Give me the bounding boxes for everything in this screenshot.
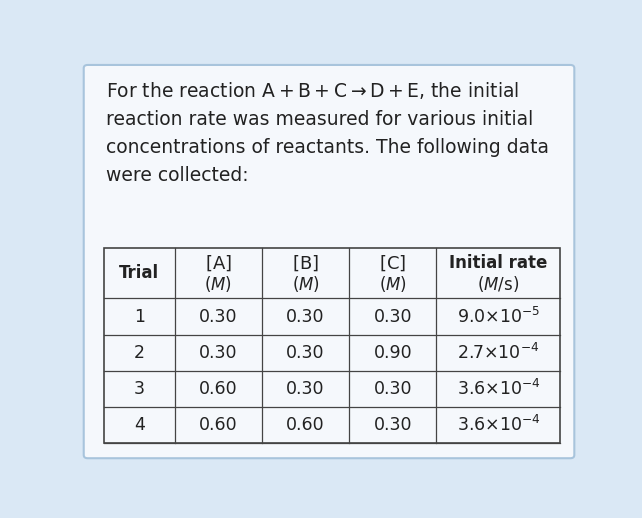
Text: $\left[\mathrm{A}\right]$: $\left[\mathrm{A}\right]$	[205, 253, 232, 273]
Text: 0.30: 0.30	[286, 380, 325, 398]
Text: 4: 4	[134, 416, 145, 434]
Text: $3.6{\times}10^{-4}$: $3.6{\times}10^{-4}$	[456, 415, 541, 435]
Text: 1: 1	[134, 308, 145, 325]
Text: 0.30: 0.30	[286, 343, 325, 362]
Text: 0.30: 0.30	[374, 380, 412, 398]
Text: $(M)$: $(M)$	[379, 274, 407, 294]
Text: 0.30: 0.30	[374, 308, 412, 325]
Text: $\left[\mathrm{C}\right]$: $\left[\mathrm{C}\right]$	[379, 253, 406, 273]
Text: $(M)$: $(M)$	[291, 274, 320, 294]
Text: 2: 2	[134, 343, 145, 362]
Text: 0.30: 0.30	[199, 308, 238, 325]
Text: 0.60: 0.60	[286, 416, 325, 434]
Text: 3: 3	[134, 380, 145, 398]
Text: 0.60: 0.60	[199, 416, 238, 434]
Text: $(M)$: $(M)$	[204, 274, 232, 294]
FancyBboxPatch shape	[83, 65, 575, 458]
Text: $\left[\mathrm{B}\right]$: $\left[\mathrm{B}\right]$	[292, 253, 319, 273]
Text: Trial: Trial	[119, 264, 159, 282]
Text: 0.60: 0.60	[199, 380, 238, 398]
Text: 0.30: 0.30	[199, 343, 238, 362]
Text: $2.7{\times}10^{-4}$: $2.7{\times}10^{-4}$	[457, 342, 539, 363]
Text: 0.30: 0.30	[374, 416, 412, 434]
Text: Initial rate: Initial rate	[449, 254, 548, 272]
Text: $3.6{\times}10^{-4}$: $3.6{\times}10^{-4}$	[456, 379, 541, 399]
Bar	[104, 248, 560, 443]
Text: For the reaction $\mathrm{A + B + C{\rightarrow}D + E}$, the initial
reaction ra: For the reaction $\mathrm{A + B + C{\rig…	[106, 80, 549, 185]
Text: $(M/\mathrm{s})$: $(M/\mathrm{s})$	[478, 274, 519, 294]
Text: $9.0{\times}10^{-5}$: $9.0{\times}10^{-5}$	[457, 307, 540, 326]
Text: 0.90: 0.90	[374, 343, 412, 362]
Text: 0.30: 0.30	[286, 308, 325, 325]
